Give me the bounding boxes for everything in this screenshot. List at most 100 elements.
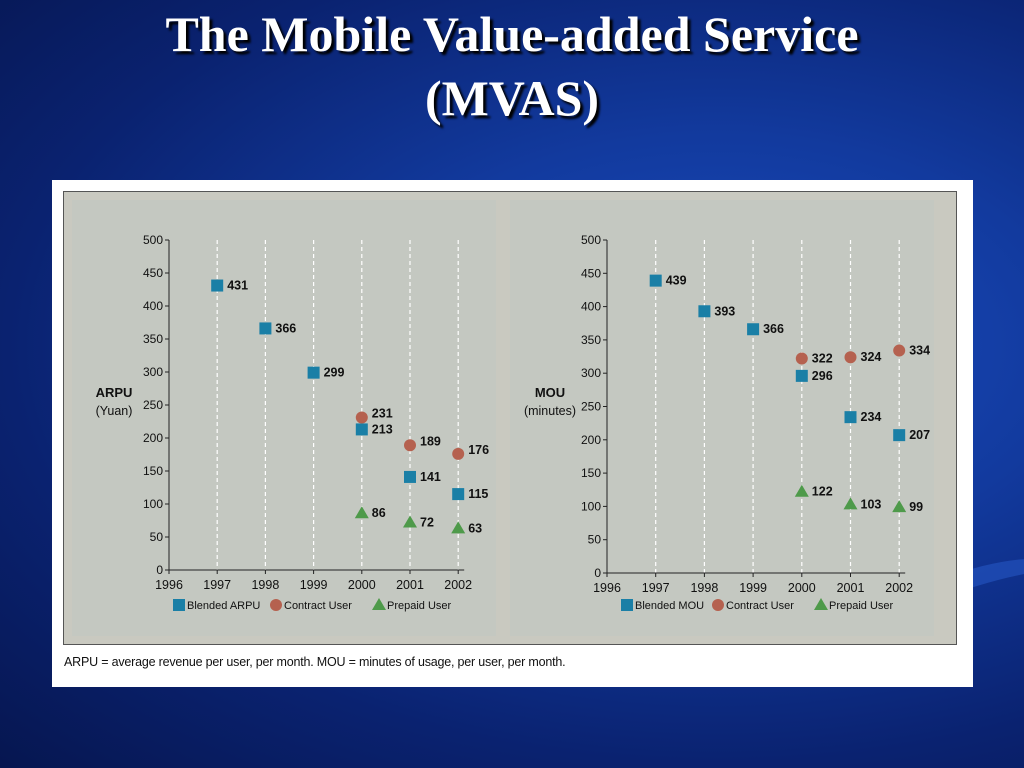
legend-label: Contract User bbox=[284, 600, 352, 612]
x-tick-label: 2001 bbox=[837, 581, 865, 595]
data-point bbox=[747, 323, 760, 336]
y-tick-label: 50 bbox=[588, 533, 602, 547]
figure-caption: ARPU = average revenue per user, per mon… bbox=[64, 655, 566, 669]
y-axis-label-unit: (minutes) bbox=[524, 404, 576, 418]
arpu-chart-panel: 0 50 100 150 200 250 300 350 400 450 500 1996 1997 19… bbox=[72, 200, 496, 636]
legend-marker bbox=[712, 599, 724, 611]
data-point bbox=[307, 366, 320, 379]
data-label: 122 bbox=[812, 485, 833, 499]
data-label: 103 bbox=[861, 497, 882, 511]
legend-marker bbox=[372, 598, 386, 610]
data-label: 86 bbox=[372, 506, 386, 520]
data-point bbox=[259, 322, 272, 335]
y-tick-label: 350 bbox=[143, 332, 163, 346]
data-label: 334 bbox=[909, 344, 930, 358]
data-label: 322 bbox=[812, 352, 833, 366]
x-tick-label: 1999 bbox=[300, 578, 328, 592]
data-label: 366 bbox=[763, 322, 784, 336]
data-point bbox=[452, 447, 465, 460]
y-tick-label: 500 bbox=[581, 233, 601, 247]
y-tick-label: 450 bbox=[143, 266, 163, 280]
legend-marker bbox=[173, 599, 185, 611]
data-label: 431 bbox=[227, 279, 248, 293]
mou-chart-panel: 0 50 100 150 200 250 300 350 400 450 500 1996 1997 19… bbox=[510, 200, 934, 636]
data-label: 231 bbox=[372, 407, 393, 421]
data-label: 439 bbox=[666, 274, 687, 288]
data-label: 324 bbox=[861, 350, 882, 364]
y-axis-label-unit: (Yuan) bbox=[96, 404, 133, 418]
y-tick-label: 200 bbox=[143, 431, 163, 445]
data-label: 99 bbox=[909, 500, 923, 514]
data-label: 213 bbox=[372, 422, 393, 436]
y-tick-label: 0 bbox=[594, 566, 601, 580]
data-point bbox=[892, 500, 907, 513]
y-tick-label: 300 bbox=[143, 365, 163, 379]
data-point bbox=[354, 506, 369, 519]
legend-marker bbox=[814, 598, 828, 610]
data-label: 176 bbox=[468, 443, 489, 457]
data-point bbox=[649, 274, 662, 287]
data-point bbox=[404, 439, 416, 452]
y-tick-label: 50 bbox=[150, 530, 164, 544]
y-tick-label: 500 bbox=[143, 233, 163, 247]
data-label: 366 bbox=[275, 321, 296, 335]
x-tick-label: 1996 bbox=[155, 578, 183, 592]
legend-label: Contract User bbox=[726, 600, 794, 612]
charts-frame: 0 50 100 150 200 250 300 350 400 450 500 1996 1997 19… bbox=[63, 191, 957, 645]
x-tick-label: 2000 bbox=[788, 581, 816, 595]
y-tick-label: 400 bbox=[143, 299, 163, 313]
data-point bbox=[451, 521, 466, 534]
data-point bbox=[843, 497, 858, 510]
data-label: 207 bbox=[909, 428, 930, 442]
data-point bbox=[844, 411, 857, 424]
data-point bbox=[211, 279, 224, 292]
y-tick-label: 300 bbox=[581, 366, 601, 380]
data-point bbox=[893, 429, 906, 442]
legend-marker bbox=[270, 599, 282, 611]
data-point bbox=[794, 484, 809, 497]
x-tick-label: 1997 bbox=[642, 581, 670, 595]
y-tick-label: 150 bbox=[143, 464, 163, 478]
y-tick-label: 150 bbox=[581, 466, 601, 480]
y-axis-label: ARPU bbox=[96, 385, 133, 400]
data-label: 189 bbox=[420, 434, 441, 448]
data-point bbox=[403, 515, 417, 528]
data-point bbox=[355, 411, 368, 424]
data-point bbox=[698, 305, 711, 318]
data-point bbox=[893, 344, 906, 357]
x-tick-label: 1996 bbox=[593, 581, 621, 595]
x-tick-label: 2000 bbox=[348, 578, 376, 592]
data-label: 393 bbox=[714, 304, 735, 318]
arpu-chart: 0 50 100 150 200 250 300 350 400 450 500 1996 1997 19… bbox=[96, 233, 490, 612]
y-tick-label: 0 bbox=[156, 563, 163, 577]
data-label: 296 bbox=[812, 369, 833, 383]
data-point bbox=[795, 369, 808, 382]
slide-title: The Mobile Value-added Service (MVAS) bbox=[0, 2, 1024, 130]
legend-label: Blended MOU bbox=[635, 600, 704, 612]
y-tick-label: 200 bbox=[581, 433, 601, 447]
data-label: 141 bbox=[420, 470, 441, 484]
data-label: 299 bbox=[324, 366, 345, 380]
x-tick-label: 1998 bbox=[251, 578, 279, 592]
x-tick-label: 1997 bbox=[203, 578, 231, 592]
slide-title-line-2: (MVAS) bbox=[424, 70, 600, 126]
slide-title-line-1: The Mobile Value-added Service bbox=[165, 6, 859, 62]
data-point bbox=[795, 352, 808, 365]
legend-label: Prepaid User bbox=[829, 600, 894, 612]
data-label: 234 bbox=[861, 410, 882, 424]
y-tick-label: 400 bbox=[581, 300, 601, 314]
y-tick-label: 250 bbox=[143, 398, 163, 412]
y-tick-label: 100 bbox=[143, 497, 163, 511]
x-tick-label: 1998 bbox=[690, 581, 718, 595]
data-label: 63 bbox=[468, 521, 482, 535]
data-point bbox=[452, 488, 465, 501]
y-tick-label: 250 bbox=[581, 400, 601, 414]
legend-marker bbox=[621, 599, 633, 611]
x-tick-label: 1999 bbox=[739, 581, 767, 595]
y-tick-label: 450 bbox=[581, 266, 601, 280]
x-tick-label: 2001 bbox=[396, 578, 424, 592]
data-label: 115 bbox=[468, 487, 488, 501]
y-axis-label: MOU bbox=[535, 385, 565, 400]
figure: 0 50 100 150 200 250 300 350 400 450 500 1996 1997 19… bbox=[52, 180, 973, 687]
y-tick-label: 350 bbox=[581, 333, 601, 347]
